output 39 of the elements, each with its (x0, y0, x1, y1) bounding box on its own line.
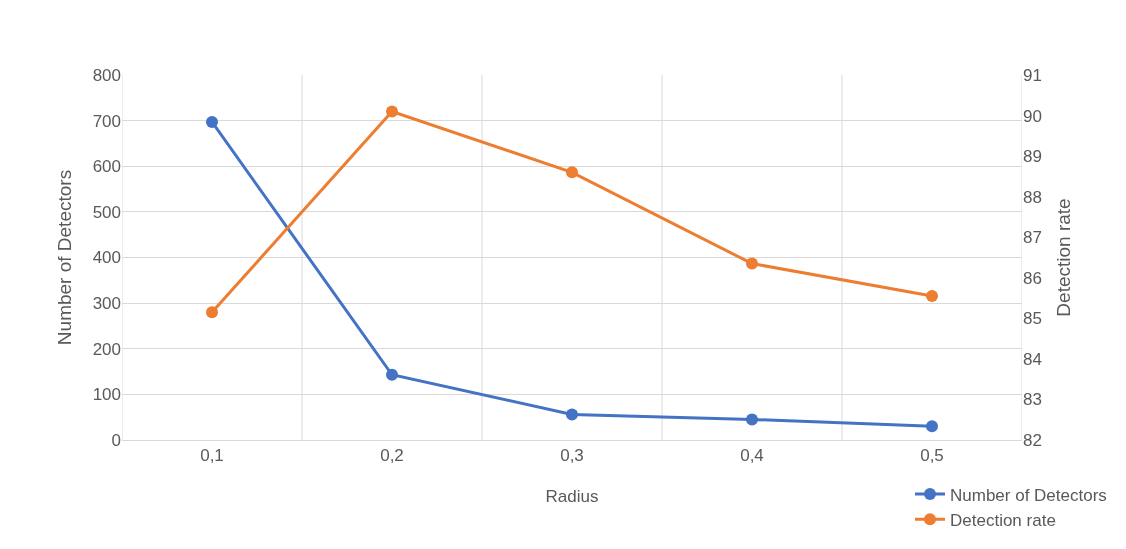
point (206, 306, 218, 319)
x-tick-label: 0,3 (560, 446, 584, 466)
point (746, 413, 758, 426)
y2-tick-label: 87 (1023, 228, 1042, 248)
point (926, 420, 938, 433)
y-axis-title: Number of Detectors (54, 169, 76, 346)
point (206, 115, 218, 128)
y-tick-label: 500 (92, 202, 121, 222)
y-tick-label: 200 (92, 339, 121, 359)
y-tick-label: 400 (92, 248, 121, 268)
point (566, 408, 578, 421)
point (386, 105, 398, 118)
y-tick-label: 600 (92, 157, 121, 177)
y2-tick-label: 91 (1023, 65, 1042, 85)
y2-tick-label: 86 (1023, 268, 1042, 288)
y2-tick-label: 83 (1023, 390, 1042, 410)
y2-tick-label: 84 (1023, 349, 1042, 369)
y-tick-label: 700 (92, 111, 121, 131)
y2-tick-label: 90 (1023, 106, 1042, 126)
x-tick-label: 0,4 (740, 446, 764, 466)
point (566, 166, 578, 179)
point (386, 368, 398, 381)
x-tick-label: 0,1 (200, 446, 224, 466)
y-tick-label: 300 (92, 294, 121, 314)
point (746, 257, 758, 270)
y2-axis-title: Detection rate (1052, 198, 1074, 317)
x-tick-label: 0,5 (920, 446, 944, 466)
point (926, 290, 938, 303)
y2-tick-label: 89 (1023, 147, 1042, 167)
x-tick-label: 0,2 (380, 446, 404, 466)
legend-label: Number of Detectors (950, 485, 1107, 505)
y-tick-label: 0 (111, 430, 121, 450)
y-tick-label: 800 (92, 65, 121, 85)
y-tick-label: 100 (92, 385, 121, 405)
x-axis-title: Radius (545, 486, 599, 506)
y2-tick-label: 82 (1023, 430, 1042, 450)
y2-tick-label: 88 (1023, 187, 1042, 207)
legend-label: Detection rate (950, 510, 1056, 530)
y2-tick-label: 85 (1023, 309, 1042, 329)
